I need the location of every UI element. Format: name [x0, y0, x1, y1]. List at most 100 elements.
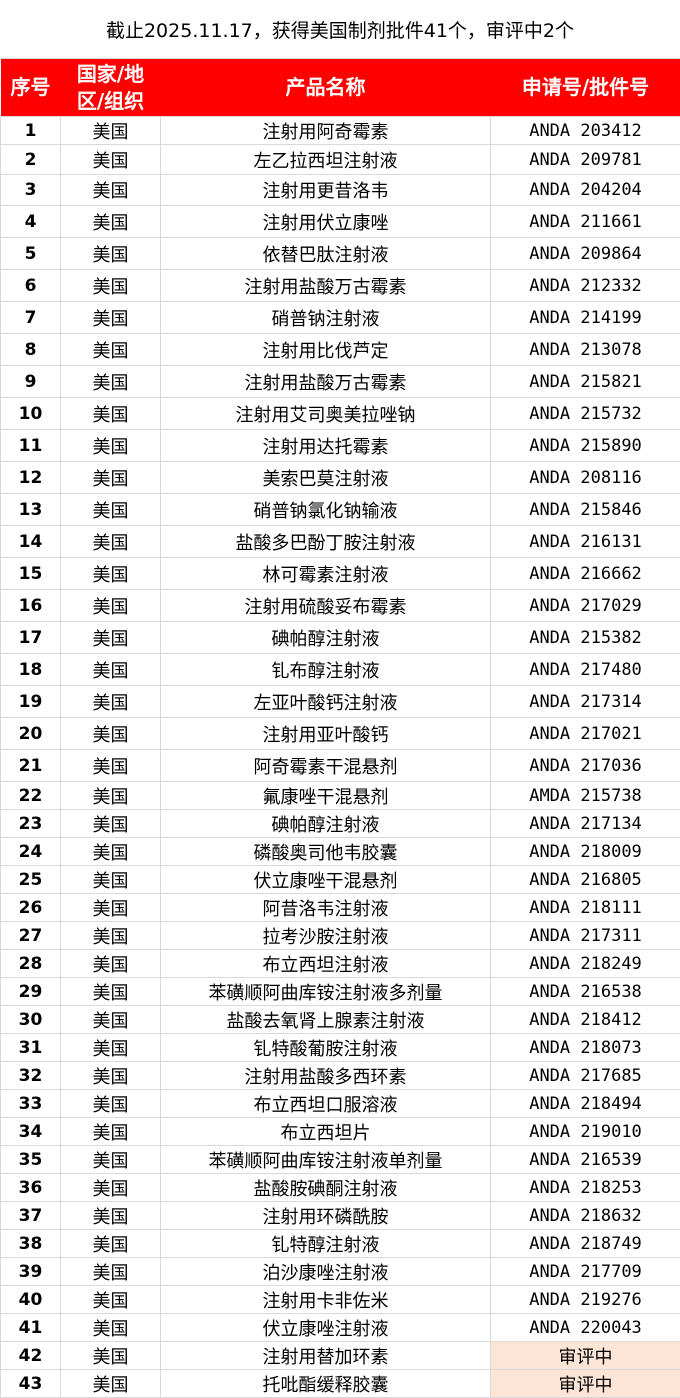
row-index: 27 — [1, 922, 61, 950]
row-country: 美国 — [61, 175, 161, 206]
row-product: 注射用阿奇霉素 — [161, 117, 491, 145]
row-index: 30 — [1, 1006, 61, 1034]
row-product: 注射用盐酸万古霉素 — [161, 366, 491, 398]
row-application-number: ANDA 216538 — [491, 978, 680, 1006]
row-product: 注射用卡非佐米 — [161, 1286, 491, 1314]
row-country: 美国 — [61, 750, 161, 782]
row-index: 8 — [1, 334, 61, 366]
row-index: 26 — [1, 894, 61, 922]
row-country: 美国 — [61, 894, 161, 922]
row-product: 碘帕醇注射液 — [161, 810, 491, 838]
row-product: 磷酸奥司他韦胶囊 — [161, 838, 491, 866]
row-application-number: ANDA 216131 — [491, 526, 680, 558]
row-application-number: ANDA 218111 — [491, 894, 680, 922]
row-index: 35 — [1, 1146, 61, 1174]
row-index: 12 — [1, 462, 61, 494]
row-application-number: ANDA 218073 — [491, 1034, 680, 1062]
row-application-number: ANDA 220043 — [491, 1314, 680, 1342]
row-application-number: ANDA 217311 — [491, 922, 680, 950]
row-country: 美国 — [61, 462, 161, 494]
row-application-number: ANDA 217021 — [491, 718, 680, 750]
row-country: 美国 — [61, 117, 161, 145]
row-application-number: ANDA 204204 — [491, 175, 680, 206]
row-application-number: ANDA 215732 — [491, 398, 680, 430]
row-application-number: 审评中 — [491, 1342, 680, 1370]
row-product: 盐酸多巴酚丁胺注射液 — [161, 526, 491, 558]
table-title: 截止2025.11.17，获得美国制剂批件41个，审评中2个 — [0, 0, 680, 59]
row-index: 41 — [1, 1314, 61, 1342]
row-index: 21 — [1, 750, 61, 782]
row-application-number: ANDA 217685 — [491, 1062, 680, 1090]
row-product: 林可霉素注射液 — [161, 558, 491, 590]
row-country: 美国 — [61, 654, 161, 686]
row-country: 美国 — [61, 1118, 161, 1146]
row-index: 17 — [1, 622, 61, 654]
row-index: 22 — [1, 782, 61, 810]
row-index: 28 — [1, 950, 61, 978]
row-application-number: ANDA 218749 — [491, 1230, 680, 1258]
row-product: 注射用比伐芦定 — [161, 334, 491, 366]
row-country: 美国 — [61, 366, 161, 398]
row-country: 美国 — [61, 1230, 161, 1258]
row-country: 美国 — [61, 978, 161, 1006]
row-product: 钆特醇注射液 — [161, 1230, 491, 1258]
row-country: 美国 — [61, 1314, 161, 1342]
row-index: 33 — [1, 1090, 61, 1118]
row-product: 伏立康唑干混悬剂 — [161, 866, 491, 894]
row-index: 34 — [1, 1118, 61, 1146]
row-application-number: ANDA 216539 — [491, 1146, 680, 1174]
row-product: 注射用伏立康唑 — [161, 206, 491, 238]
row-index: 7 — [1, 302, 61, 334]
row-application-number: ANDA 213078 — [491, 334, 680, 366]
row-product: 氟康唑干混悬剂 — [161, 782, 491, 810]
row-application-number: ANDA 219276 — [491, 1286, 680, 1314]
row-country: 美国 — [61, 1034, 161, 1062]
row-index: 29 — [1, 978, 61, 1006]
row-country: 美国 — [61, 1258, 161, 1286]
row-product: 注射用盐酸万古霉素 — [161, 270, 491, 302]
row-application-number: ANDA 218009 — [491, 838, 680, 866]
row-country: 美国 — [61, 1062, 161, 1090]
row-index: 2 — [1, 145, 61, 175]
row-country: 美国 — [61, 206, 161, 238]
row-index: 3 — [1, 175, 61, 206]
header-application-number: 申请号/批件号 — [491, 59, 680, 117]
row-product: 依替巴肽注射液 — [161, 238, 491, 270]
row-index: 37 — [1, 1202, 61, 1230]
row-product: 苯磺顺阿曲库铵注射液单剂量 — [161, 1146, 491, 1174]
row-country: 美国 — [61, 838, 161, 866]
row-product: 左亚叶酸钙注射液 — [161, 686, 491, 718]
row-application-number: ANDA 217036 — [491, 750, 680, 782]
row-index: 9 — [1, 366, 61, 398]
row-index: 38 — [1, 1230, 61, 1258]
row-application-number: ANDA 218494 — [491, 1090, 680, 1118]
row-product: 碘帕醇注射液 — [161, 622, 491, 654]
row-application-number: AMDA 215738 — [491, 782, 680, 810]
row-application-number: ANDA 203412 — [491, 117, 680, 145]
row-country: 美国 — [61, 1286, 161, 1314]
row-product: 注射用亚叶酸钙 — [161, 718, 491, 750]
row-application-number: ANDA 218632 — [491, 1202, 680, 1230]
row-index: 20 — [1, 718, 61, 750]
row-product: 阿奇霉素干混悬剂 — [161, 750, 491, 782]
row-country: 美国 — [61, 270, 161, 302]
row-product: 托吡酯缓释胶囊 — [161, 1370, 491, 1398]
row-application-number: ANDA 215382 — [491, 622, 680, 654]
